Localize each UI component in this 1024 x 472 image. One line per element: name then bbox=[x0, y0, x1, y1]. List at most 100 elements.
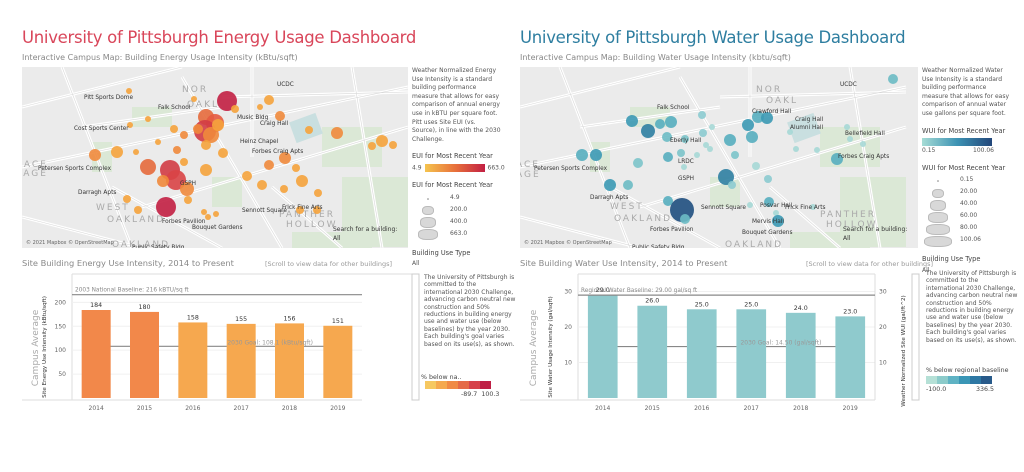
building-marker bbox=[663, 196, 673, 206]
water-2030-note: The University of Pittsburgh is committe… bbox=[926, 270, 1018, 344]
street-edge bbox=[22, 67, 183, 108]
goal-line-label: 2030 Goal: 108.1 (kBtu/sqft) bbox=[227, 339, 313, 346]
pct-swatch bbox=[458, 381, 469, 389]
chart-scrollbar[interactable] bbox=[911, 273, 920, 401]
energy-bar-chart: Campus Average Site Energy Use Intensity … bbox=[22, 270, 420, 410]
building-marker bbox=[155, 139, 161, 145]
x-tick-label: 2016 bbox=[185, 405, 200, 410]
building-label: UCDC bbox=[277, 82, 294, 88]
size-legend-row: 663.0 bbox=[412, 229, 505, 241]
building-marker bbox=[793, 146, 799, 152]
building-label: Craig Hall bbox=[795, 117, 824, 123]
x-tick-label: 2015 bbox=[137, 405, 152, 410]
building-marker bbox=[773, 210, 779, 216]
building-label: Heinz Chapel bbox=[240, 139, 279, 145]
building-marker bbox=[761, 112, 773, 124]
bar bbox=[587, 295, 618, 398]
pct-swatch bbox=[425, 381, 436, 389]
size-value: 80.00 bbox=[960, 224, 978, 232]
pct-swatch bbox=[970, 376, 981, 384]
building-marker bbox=[191, 96, 197, 102]
building-marker bbox=[590, 149, 602, 161]
neighborhood-label: WEST bbox=[610, 202, 644, 212]
building-label: Music Bldg bbox=[237, 115, 269, 121]
bar-value-label: 184 bbox=[90, 302, 102, 309]
building-marker bbox=[662, 132, 672, 142]
energy-size-legend[interactable]: 4.9 200.0 400.0 663.0 bbox=[412, 193, 505, 241]
chart-svg: Campus Average Site Energy Use Intensity … bbox=[22, 273, 420, 410]
energy-pct-swatches bbox=[425, 381, 491, 389]
size-legend-row: 60.00 bbox=[922, 211, 1012, 223]
building-marker bbox=[231, 105, 239, 113]
pct-swatch bbox=[981, 376, 992, 384]
building-search-value[interactable]: All bbox=[843, 235, 851, 242]
street-edge bbox=[181, 76, 283, 248]
building-label: Forbes Craig Apts bbox=[838, 154, 889, 160]
bar bbox=[785, 312, 816, 398]
building-marker bbox=[731, 151, 739, 159]
street-edge bbox=[221, 91, 408, 98]
street-edge bbox=[520, 67, 681, 108]
building-marker bbox=[123, 195, 131, 203]
building-marker bbox=[847, 136, 853, 142]
size-value: 663.0 bbox=[450, 229, 468, 237]
building-marker bbox=[205, 214, 211, 220]
neighborhood-label: OAKLAND bbox=[112, 240, 170, 248]
building-marker bbox=[707, 146, 713, 152]
size-legend-row: 4.9 bbox=[412, 193, 505, 205]
neighborhood-label: NOR bbox=[756, 85, 782, 95]
street-edge bbox=[849, 67, 881, 248]
building-marker bbox=[218, 148, 228, 158]
goal-line-label: 2030 Goal: 14.50 (gal/sqft) bbox=[740, 340, 821, 347]
size-swatch bbox=[937, 180, 939, 183]
energy-color-gradient bbox=[424, 163, 485, 172]
water-size-legend[interactable]: 0.15 20.00 40.00 60.00 80.00 100.06 bbox=[922, 175, 1012, 247]
building-marker bbox=[292, 164, 300, 172]
building-marker bbox=[200, 164, 212, 176]
building-label: Sennott Square bbox=[701, 205, 746, 211]
building-label: Bellefield Hall bbox=[845, 131, 885, 137]
building-marker bbox=[752, 162, 760, 170]
building-marker bbox=[279, 152, 291, 164]
size-value: 100.06 bbox=[960, 236, 981, 244]
water-pct-legend[interactable]: % below regional baseline -100.0 336.5 bbox=[926, 367, 1009, 393]
building-marker bbox=[170, 125, 178, 133]
bar bbox=[686, 309, 717, 398]
bar-value-label: 25.0 bbox=[695, 301, 709, 308]
pct-swatch bbox=[959, 376, 970, 384]
building-marker bbox=[264, 160, 274, 170]
y-axis-title: Site Water Usage Intensity (gal/sqft) bbox=[548, 296, 554, 397]
chart-scrollbar[interactable] bbox=[411, 273, 420, 401]
building-label: Falk School bbox=[158, 105, 191, 111]
water-dashboard-title: University of Pittsburgh Water Usage Das… bbox=[520, 28, 906, 47]
water-color-legend[interactable]: 0.15 100.06 bbox=[922, 138, 1012, 156]
building-label: Frick Fine Arts bbox=[785, 205, 826, 211]
size-legend-row: 200.0 bbox=[412, 205, 505, 217]
neighborhood-label: AGE bbox=[520, 170, 541, 180]
energy-pct-legend[interactable]: % below na.. -89.7 100.3 bbox=[421, 374, 512, 398]
energy-2030-note: The University of Pittsburgh is committe… bbox=[424, 274, 516, 348]
energy-dashboard: University of Pittsburgh Energy Usage Da… bbox=[22, 28, 515, 410]
building-label: Falk School bbox=[657, 105, 690, 111]
building-marker bbox=[242, 171, 252, 181]
size-legend-row: 400.0 bbox=[412, 217, 505, 229]
energy-color-legend-title: EUI for Most Recent Year bbox=[412, 152, 493, 161]
building-label: UCDC bbox=[840, 82, 857, 88]
size-legend-row: 0.15 bbox=[922, 175, 1012, 187]
building-search-value[interactable]: All bbox=[333, 235, 341, 242]
energy-scroll-note: [Scroll to view data for other buildings… bbox=[265, 260, 393, 268]
building-marker bbox=[772, 215, 784, 227]
building-marker bbox=[275, 111, 285, 121]
building-label: Petersen Sports Complex bbox=[38, 166, 112, 172]
energy-use-type-filter[interactable]: All bbox=[412, 260, 420, 268]
building-marker bbox=[173, 146, 181, 154]
bar-value-label: 158 bbox=[187, 314, 199, 321]
water-use-type-filter[interactable]: All bbox=[922, 267, 930, 275]
energy-color-legend[interactable]: 4.9 663.0 bbox=[412, 163, 505, 173]
building-marker bbox=[623, 180, 633, 190]
water-legend-description: Weather Normalized Water Use Intensity i… bbox=[922, 67, 1009, 117]
y2-axis-title: Weather Normalized Site WUI (gal/ft^2) bbox=[901, 295, 907, 407]
water-color-min: 0.15 bbox=[922, 147, 936, 155]
